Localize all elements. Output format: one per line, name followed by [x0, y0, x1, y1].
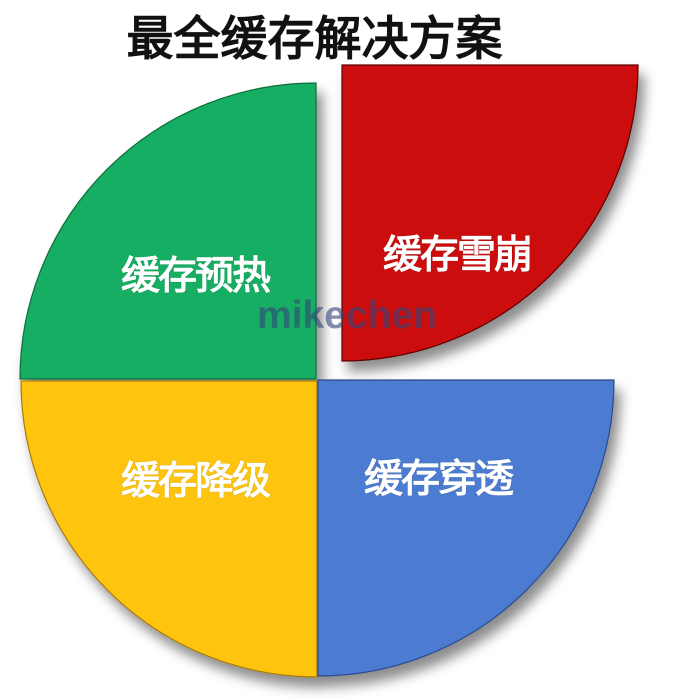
- svg-text:mikechen: mikechen: [257, 294, 437, 337]
- svg-text:缓存雪崩: 缓存雪崩: [383, 234, 531, 277]
- svg-text:缓存降级: 缓存降级: [121, 460, 271, 503]
- svg-text:缓存预热: 缓存预热: [121, 255, 271, 298]
- svg-text:缓存穿透: 缓存穿透: [364, 458, 514, 501]
